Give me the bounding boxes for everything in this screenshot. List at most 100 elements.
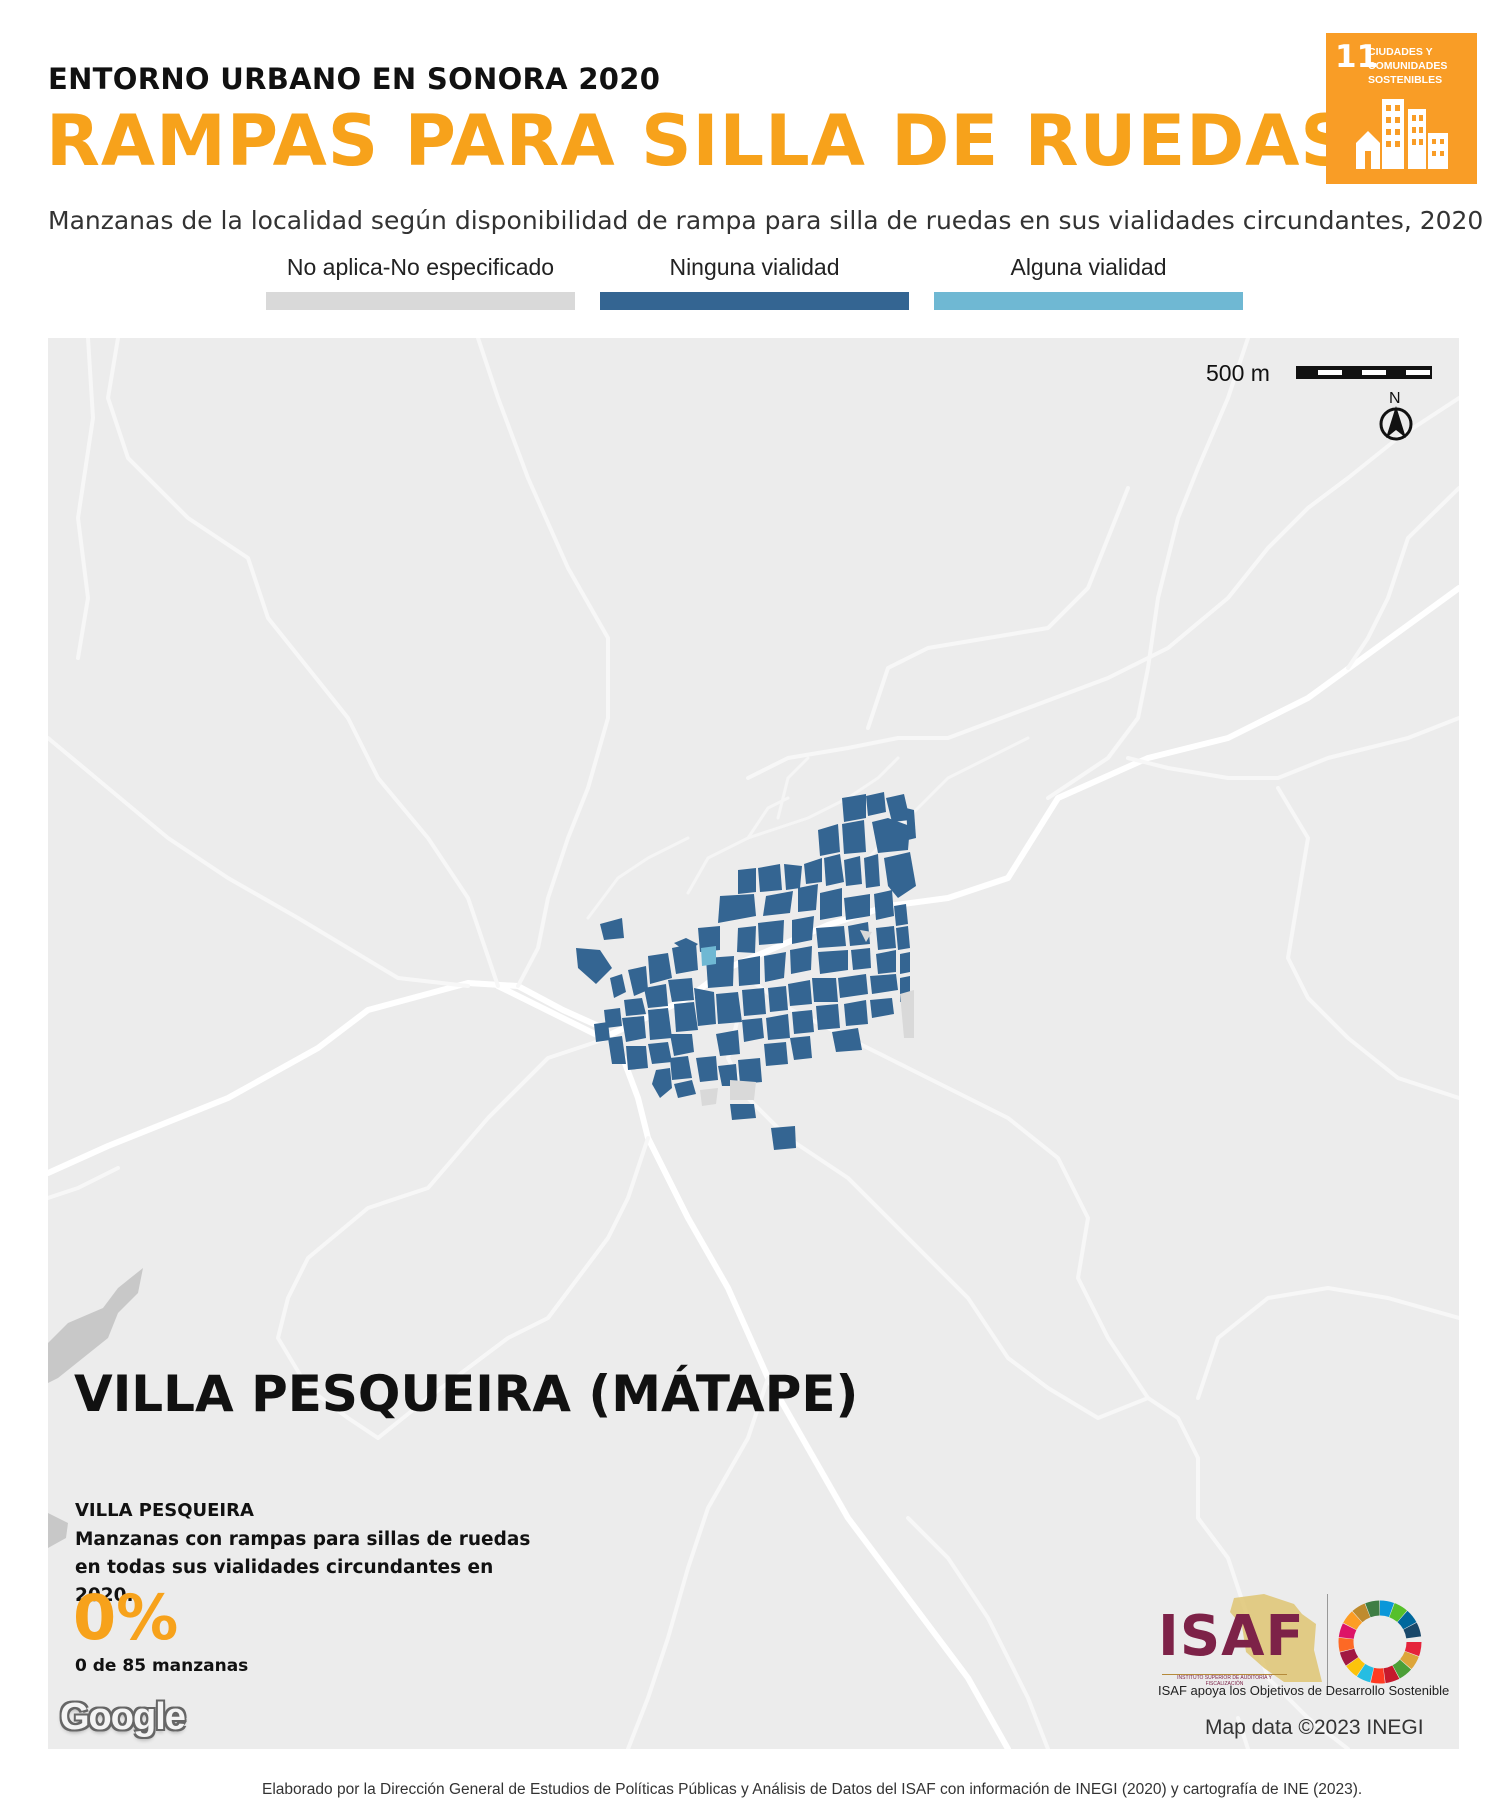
city-block <box>737 926 756 953</box>
city-block <box>790 1036 812 1060</box>
water-area <box>48 1513 68 1548</box>
municipality-name: VILLA PESQUEIRA <box>75 1500 254 1521</box>
map-subtitle: Manzanas de la localidad según disponibi… <box>48 206 1484 235</box>
sdg-number: 11 <box>1335 39 1379 75</box>
city-block <box>674 938 698 953</box>
city-block <box>894 904 908 926</box>
legend-swatch <box>266 292 575 310</box>
city-block <box>628 966 648 996</box>
city-block <box>844 856 862 886</box>
city-block <box>848 922 870 946</box>
legend-item-alguna: Alguna vialidad <box>934 252 1243 310</box>
city-block <box>672 943 698 974</box>
stat-percentage: 0% <box>73 1581 179 1654</box>
city-block <box>896 926 910 950</box>
city-block <box>816 1004 840 1030</box>
city-block <box>576 948 612 984</box>
north-label: N <box>1389 390 1401 407</box>
city-block <box>818 824 840 856</box>
city-block <box>738 868 756 894</box>
footer-note: Elaborado por la Dirección General de Es… <box>262 1780 1363 1798</box>
isaf-logo-block: ISAF INSTITUTO SUPERIOR DE AUDITORÍA Y F… <box>1158 1590 1448 1700</box>
city-block <box>698 926 720 952</box>
city-block <box>844 894 870 920</box>
city-block <box>763 891 793 916</box>
city-block <box>600 918 624 940</box>
city-block-not-applicable <box>860 930 872 942</box>
isaf-logo-subtext: INSTITUTO SUPERIOR DE AUDITORÍA Y FISCAL… <box>1162 1674 1287 1687</box>
north-arrow-icon <box>1379 406 1413 441</box>
city-block <box>694 988 716 1026</box>
city-buildings-icon <box>1356 99 1448 169</box>
city-block <box>900 952 910 974</box>
stat-description: Manzanas con rampas para sillas de rueda… <box>75 1529 531 1606</box>
city-block <box>670 1056 692 1080</box>
city-block <box>648 1008 672 1040</box>
google-logo: Google <box>60 1696 186 1738</box>
city-block <box>876 926 896 950</box>
map-attribution: Map data ©2023 INEGI <box>1205 1716 1424 1739</box>
city-block <box>758 920 784 945</box>
city-block-not-applicable <box>900 990 914 1038</box>
city-block <box>790 946 812 974</box>
page-title: RAMPAS PARA SILLA DE RUEDAS <box>46 100 1352 182</box>
city-block <box>886 794 910 822</box>
sdg-wheel-icon <box>1338 1600 1422 1684</box>
city-block-with-ramp <box>701 946 716 966</box>
city-block <box>716 992 742 1024</box>
stat-count: 0 de 85 manzanas <box>75 1656 249 1676</box>
secondary-roads <box>48 338 1459 1749</box>
city-block <box>670 1034 694 1056</box>
header-kicker: ENTORNO URBANO EN SONORA 2020 <box>48 62 661 96</box>
city-block <box>851 948 871 970</box>
scale-bar <box>1296 366 1432 379</box>
legend-swatch <box>600 292 909 310</box>
city-block <box>884 852 916 898</box>
town-blocks <box>576 792 916 1150</box>
city-block <box>788 980 812 1006</box>
legend-swatch <box>934 292 1243 310</box>
city-block <box>842 820 866 854</box>
city-block <box>812 978 838 1002</box>
city-block <box>792 916 814 944</box>
legend-label: No aplica-No especificado <box>286 254 555 280</box>
city-block <box>804 858 822 884</box>
city-block <box>608 1036 626 1064</box>
sdg-11-badge: 11 CIUDADES Y COMUNIDADES SOSTENIBLES <box>1326 33 1477 184</box>
city-block <box>758 864 782 892</box>
city-block <box>872 818 910 853</box>
city-block-not-applicable <box>700 1088 718 1106</box>
divider <box>1327 1594 1328 1686</box>
city-block <box>652 1068 672 1098</box>
city-block <box>764 1042 788 1066</box>
map-canvas[interactable]: 500 m N VILLA PESQUEIRA (MÁTAPE) VILLA P… <box>48 338 1459 1749</box>
city-block <box>674 1002 698 1032</box>
city-block <box>696 1056 718 1082</box>
city-block <box>870 998 894 1018</box>
city-block <box>816 926 846 948</box>
sdg-goal-text: CIUDADES Y COMUNIDADES SOSTENIBLES <box>1368 46 1448 86</box>
city-block <box>792 1010 814 1034</box>
city-block <box>838 974 868 998</box>
city-block <box>674 1080 696 1098</box>
scale-label: 500 m <box>1206 360 1270 386</box>
city-block <box>742 1018 764 1042</box>
sonora-map-icon <box>1230 1594 1322 1682</box>
city-block <box>768 986 788 1012</box>
city-block <box>648 953 672 984</box>
city-block <box>870 974 898 994</box>
city-block <box>624 998 646 1016</box>
city-block <box>866 792 886 816</box>
city-block <box>820 888 842 920</box>
city-block <box>610 974 626 998</box>
city-block <box>824 854 844 886</box>
city-block <box>604 1008 622 1028</box>
city-block <box>874 890 894 920</box>
legend-label: Alguna vialidad <box>1010 254 1167 280</box>
city-block <box>818 950 848 974</box>
city-block <box>626 1046 648 1070</box>
city-block <box>730 1104 756 1120</box>
city-block <box>644 984 668 1008</box>
city-block <box>742 988 766 1016</box>
city-block <box>844 1000 868 1026</box>
